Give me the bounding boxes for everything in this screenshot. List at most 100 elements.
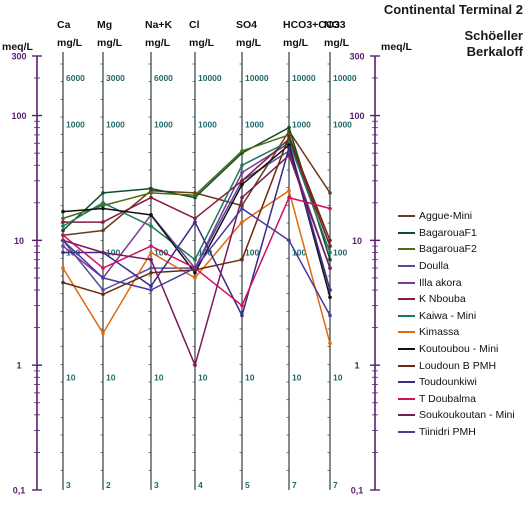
column-tick-label: 10000 xyxy=(198,73,222,83)
right-tick-label: 10 xyxy=(352,236,362,246)
column-tick-label: 1000 xyxy=(106,119,125,129)
legend-label: Kimassa xyxy=(419,326,460,339)
data-point xyxy=(287,188,291,193)
data-point xyxy=(240,303,244,308)
data-point xyxy=(287,146,291,150)
column-name: SO4 xyxy=(236,19,257,31)
legend-swatch xyxy=(398,431,415,434)
legend-item: Loudoun B PMH xyxy=(398,357,515,374)
data-point xyxy=(240,257,244,262)
data-point xyxy=(61,250,65,255)
legend-swatch xyxy=(398,314,415,317)
data-point xyxy=(193,257,197,262)
data-point xyxy=(61,220,65,224)
column-tick-label: 10 xyxy=(66,372,76,382)
legend-swatch xyxy=(398,215,415,218)
chart-subtitle-2: Berkaloff xyxy=(466,44,523,59)
column-tick-label: 1000 xyxy=(66,119,85,129)
legend-swatch xyxy=(398,414,415,417)
legend-item: Doulla xyxy=(398,258,515,275)
data-point xyxy=(240,220,244,224)
right-tick-label: 100 xyxy=(349,111,364,121)
column-unit: mg/L xyxy=(97,37,123,49)
column-tick-label: 100 xyxy=(154,247,168,257)
data-point xyxy=(328,295,332,300)
left-tick-label: 100 xyxy=(11,111,26,121)
data-point xyxy=(149,257,153,262)
data-point xyxy=(240,313,244,318)
column-tick-label: 7 xyxy=(292,480,297,490)
data-point xyxy=(61,209,65,214)
data-point xyxy=(193,266,197,270)
column-name: Cl xyxy=(189,19,200,31)
legend-label: Doulla xyxy=(419,260,449,273)
legend-swatch xyxy=(398,331,415,334)
data-point xyxy=(287,143,291,147)
data-point xyxy=(328,313,332,318)
column-tick-label: 10000 xyxy=(245,73,269,83)
legend-swatch xyxy=(398,298,415,301)
left-tick-label: 1 xyxy=(16,361,21,371)
data-point xyxy=(328,288,332,292)
legend-label: Illa akora xyxy=(419,276,462,289)
data-point xyxy=(328,341,332,346)
legend-label: Loudoun B PMH xyxy=(419,359,497,372)
data-point xyxy=(101,266,105,270)
column-tick-label: 100 xyxy=(333,247,347,257)
column-tick-label: 10 xyxy=(245,372,255,382)
data-point xyxy=(287,134,291,139)
data-point xyxy=(240,170,244,175)
left-axis-label: meq/L xyxy=(2,41,34,53)
column-tick-label: 100 xyxy=(245,247,259,257)
column-tick-label: 1000 xyxy=(154,119,173,129)
data-point xyxy=(101,331,105,336)
data-point xyxy=(61,244,65,248)
column-tick-label: 6000 xyxy=(66,73,85,83)
data-point xyxy=(287,195,291,200)
data-point xyxy=(193,220,197,224)
data-point xyxy=(61,266,65,270)
data-point xyxy=(101,206,105,211)
legend-item: BagarouaF1 xyxy=(398,225,515,242)
data-point xyxy=(328,250,332,255)
legend-label: Toudounkiwi xyxy=(419,376,477,389)
data-point xyxy=(61,280,65,285)
legend-label: Soukoukoutan - Mini xyxy=(419,409,515,422)
column-tick-label: 3000 xyxy=(106,73,125,83)
data-point xyxy=(61,224,65,228)
legend: Aggue-Mini BagarouaF1 BagarouaF2 Doulla Illa… xyxy=(398,208,515,440)
data-point xyxy=(240,179,244,183)
data-point xyxy=(328,238,332,243)
data-point xyxy=(240,206,244,211)
data-point xyxy=(193,193,197,197)
column-tick-label: 3 xyxy=(66,480,71,490)
data-point xyxy=(328,257,332,262)
series-lines xyxy=(61,125,332,368)
column-tick-label: 7 xyxy=(333,480,338,490)
data-point xyxy=(101,201,105,205)
right-tick-label: 300 xyxy=(349,52,364,62)
data-point xyxy=(149,266,153,270)
data-point xyxy=(240,203,244,208)
chart-subtitle-1: Schöeller xyxy=(464,28,523,43)
left-tick-label: 10 xyxy=(14,236,24,246)
column-tick-label: 100 xyxy=(292,247,306,257)
data-point xyxy=(149,271,153,275)
legend-label: Aggue-Mini xyxy=(419,210,473,223)
data-point xyxy=(101,276,105,280)
column-tick-label: 2 xyxy=(106,480,111,490)
legend-label: K Nbouba xyxy=(419,293,466,306)
data-point xyxy=(101,203,105,208)
left-tick-label: 300 xyxy=(11,52,26,62)
column-tick-label: 1000 xyxy=(333,119,352,129)
column-tick-label: 10 xyxy=(106,372,116,382)
data-point xyxy=(328,244,332,248)
legend-label: BagarouaF2 xyxy=(419,243,477,256)
legend-label: Kaiwa - Mini xyxy=(419,309,477,322)
data-point xyxy=(101,228,105,233)
column-unit: mg/L xyxy=(145,37,171,49)
data-point xyxy=(61,216,65,221)
legend-item: T Doubalma xyxy=(398,391,515,408)
data-point xyxy=(240,149,244,153)
data-point xyxy=(149,288,153,292)
